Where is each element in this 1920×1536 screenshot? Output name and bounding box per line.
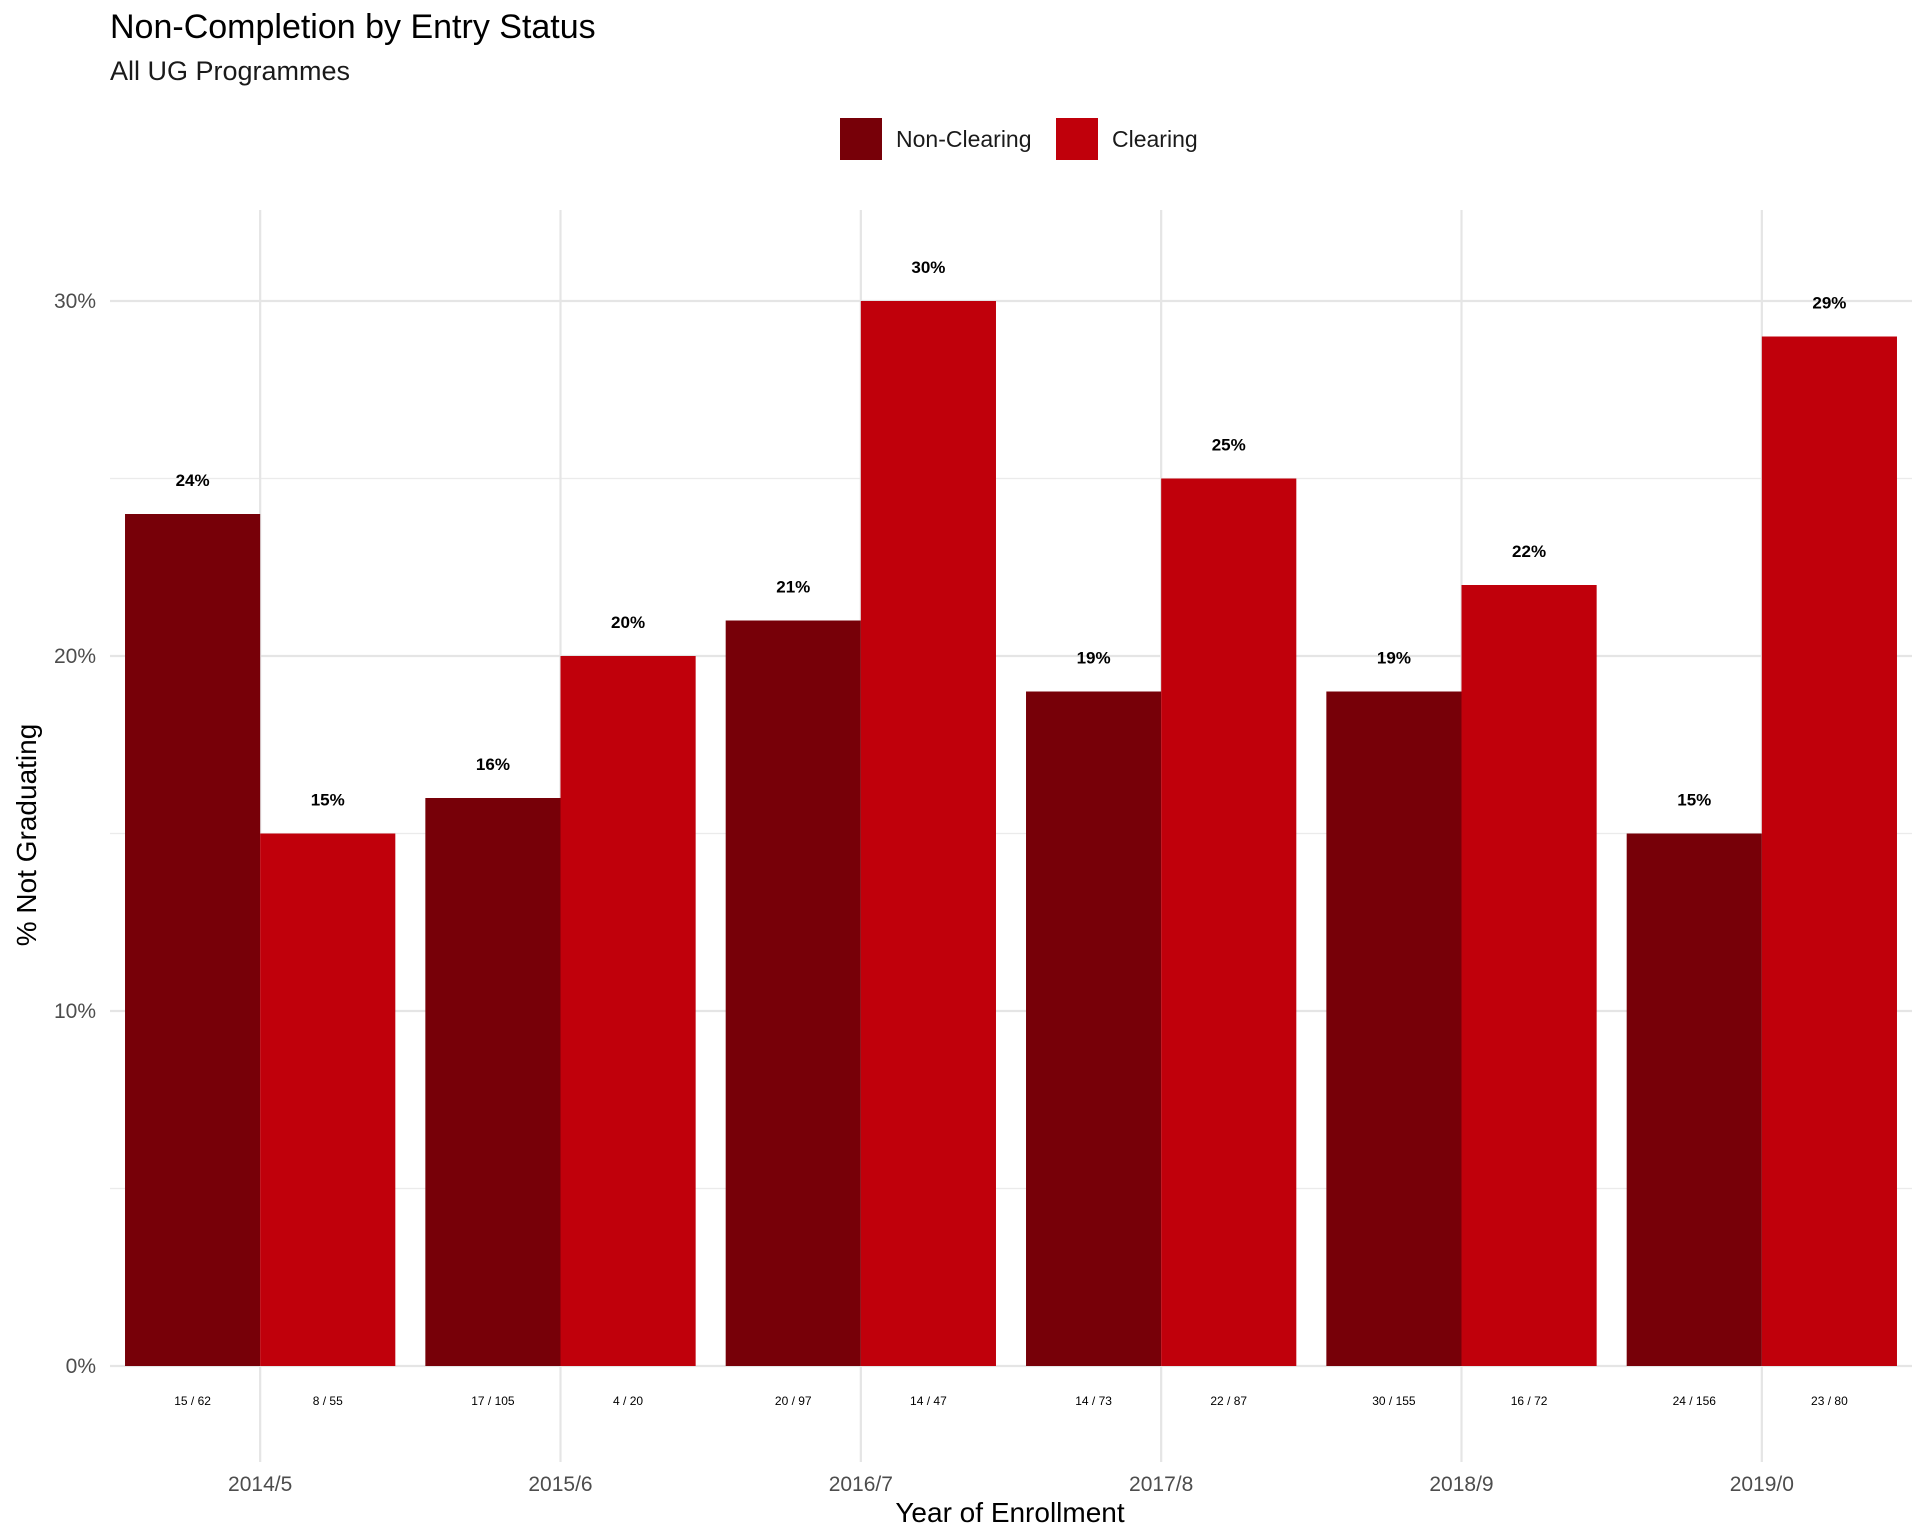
bar-non-clearing [1326,691,1462,1366]
legend-swatch-non-clearing [840,118,882,160]
legend: Non-Clearing Clearing [0,118,1920,164]
label-layer: 24% 15 / 62 16% 17 / 105 21% 20 / 97 19% 14 / 7… [174,258,1848,1408]
count-label-clearing: 14 / 47 [910,1394,947,1408]
bar-clearing [860,301,996,1366]
legend-item-clearing: Clearing [1056,118,1198,160]
legend-swatch-clearing [1056,118,1098,160]
count-label-non-clearing: 30 / 155 [1372,1394,1416,1408]
value-label-non-clearing: 19% [1377,649,1411,668]
x-tick-label: 2016/7 [829,1473,893,1496]
x-tick-label: 2017/8 [1129,1473,1193,1496]
bar-clearing [1461,585,1597,1366]
count-label-non-clearing: 15 / 62 [174,1394,211,1408]
y-axis-title: % Not Graduating [11,724,42,947]
count-label-clearing: 23 / 80 [1811,1394,1848,1408]
count-label-non-clearing: 24 / 156 [1673,1394,1717,1408]
value-label-non-clearing: 15% [1677,791,1711,810]
chart-title: Non-Completion by Entry Status [110,8,596,46]
y-tick-label: 30% [54,290,96,313]
value-label-clearing: 25% [1212,436,1246,455]
bar-clearing [260,833,396,1366]
y-tick-label: 10% [54,1000,96,1023]
x-tick-label: 2015/6 [528,1473,592,1496]
bar-non-clearing [125,514,261,1366]
count-label-non-clearing: 20 / 97 [775,1394,812,1408]
bar-clearing [1161,478,1297,1366]
count-label-clearing: 16 / 72 [1511,1394,1548,1408]
value-label-clearing: 22% [1512,542,1546,561]
value-label-clearing: 30% [911,258,945,277]
chart-subtitle: All UG Programmes [110,56,351,86]
bar-layer [125,301,1897,1366]
value-label-non-clearing: 21% [776,578,810,597]
y-tick-label: 0% [66,1355,96,1378]
bar-non-clearing [1026,691,1162,1366]
x-tick-label: 2014/5 [228,1473,292,1496]
legend-label-clearing: Clearing [1112,125,1198,152]
bar-non-clearing [425,798,561,1366]
y-tick-label: 20% [54,645,96,668]
bar-non-clearing [725,620,861,1366]
value-label-clearing: 20% [611,613,645,632]
x-axis-title: Year of Enrollment [895,1497,1125,1528]
count-label-clearing: 22 / 87 [1210,1394,1247,1408]
value-label-non-clearing: 24% [176,471,210,490]
value-label-clearing: 15% [311,791,345,810]
x-tick-label: 2019/0 [1730,1473,1794,1496]
count-label-non-clearing: 14 / 73 [1075,1394,1112,1408]
legend-item-non-clearing: Non-Clearing [840,118,1032,160]
value-label-clearing: 29% [1812,294,1846,313]
bar-clearing [560,656,696,1366]
legend-label-non-clearing: Non-Clearing [896,125,1032,152]
count-label-clearing: 8 / 55 [313,1394,343,1408]
count-label-non-clearing: 17 / 105 [471,1394,515,1408]
axis-layer: 0% 10% 20% 30% 2014/5 2015/6 2016/7 2017/8 2018/… [54,290,1794,1496]
count-label-clearing: 4 / 20 [613,1394,643,1408]
bar-non-clearing [1626,833,1762,1366]
value-label-non-clearing: 16% [476,755,510,774]
value-label-non-clearing: 19% [1077,649,1111,668]
x-tick-label: 2018/9 [1429,1473,1493,1496]
bar-clearing [1761,336,1897,1366]
